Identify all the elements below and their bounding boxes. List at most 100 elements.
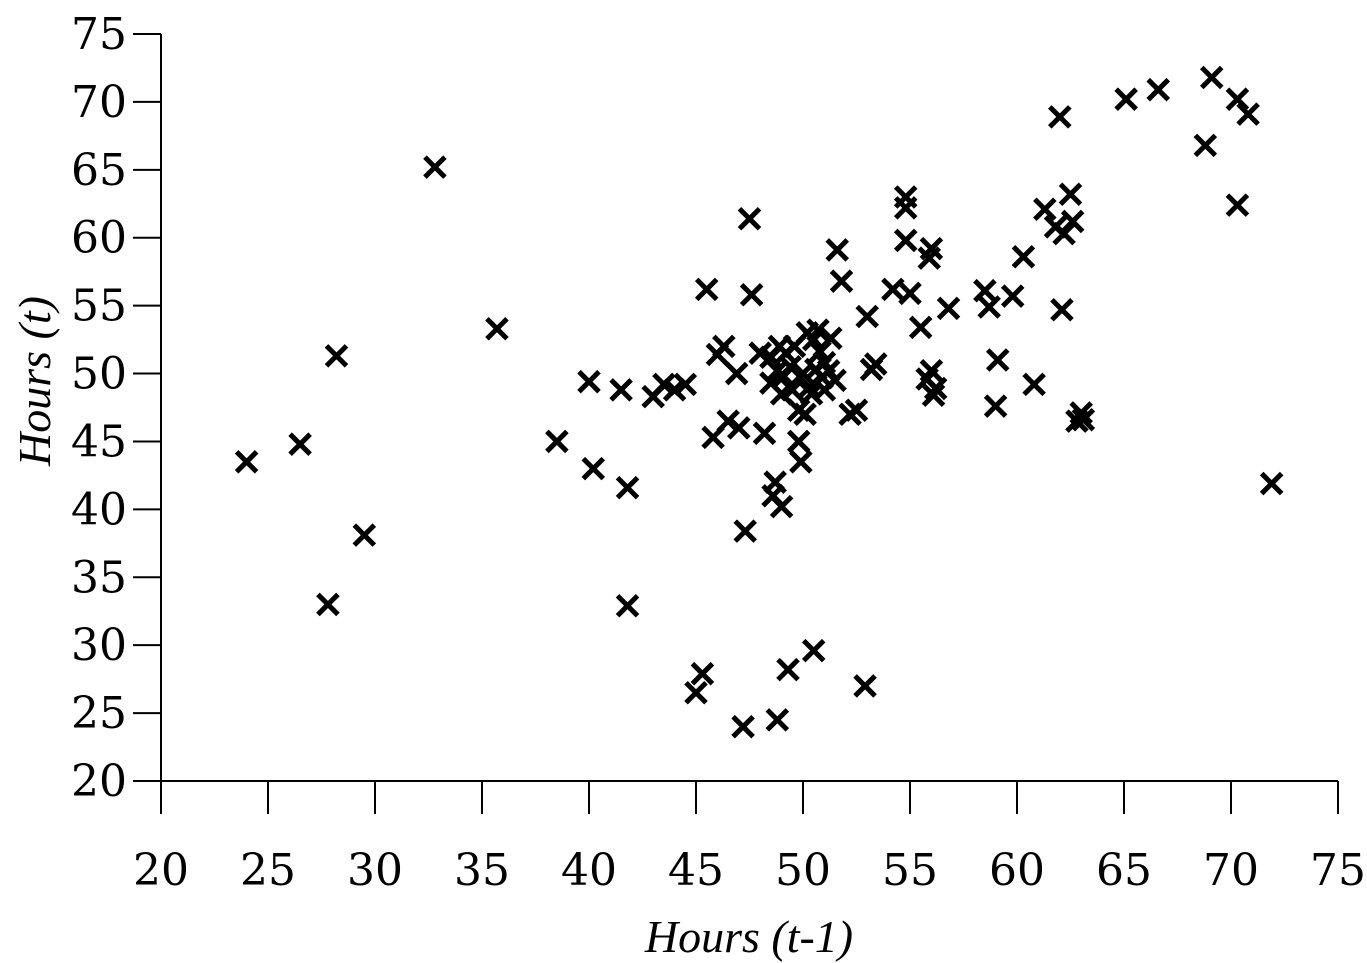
y-tick-label: 75 <box>71 9 127 60</box>
data-point <box>673 372 698 397</box>
data-point <box>724 361 749 386</box>
data-point <box>983 394 1008 418</box>
data-point <box>823 368 847 393</box>
data-point <box>731 714 755 739</box>
x-tick-label: 40 <box>561 845 617 896</box>
data-point <box>1114 87 1138 111</box>
data-point <box>1236 102 1260 126</box>
y-tick-label: 30 <box>71 620 127 671</box>
x-tick-label: 30 <box>347 845 403 896</box>
x-tick-label: 75 <box>1310 845 1366 896</box>
data-point <box>1071 407 1096 432</box>
data-point <box>881 277 905 302</box>
data-point <box>727 416 751 440</box>
data-point <box>324 344 349 368</box>
data-point <box>973 278 997 303</box>
data-point <box>1069 401 1093 425</box>
data-point <box>919 359 944 383</box>
data-point <box>793 402 817 427</box>
data-point <box>234 450 259 474</box>
axes <box>160 34 1338 782</box>
data-point <box>712 334 736 359</box>
x-tick-label: 55 <box>882 845 938 896</box>
data-point <box>1033 197 1057 221</box>
data-point <box>893 185 918 209</box>
y-tick-label: 35 <box>71 552 127 603</box>
data-points <box>234 65 1284 739</box>
data-point <box>893 228 918 253</box>
y-tick-label: 70 <box>71 77 127 128</box>
data-point <box>545 429 569 454</box>
data-point <box>577 369 601 394</box>
data-point <box>1048 105 1072 129</box>
data-point <box>1199 65 1224 90</box>
data-point <box>908 315 933 340</box>
data-point <box>1146 77 1171 102</box>
data-point <box>855 304 879 329</box>
data-point <box>765 708 790 732</box>
data-point <box>1225 193 1250 217</box>
x-tick-label: 65 <box>1096 845 1152 896</box>
data-point <box>1000 284 1025 308</box>
y-tick-label: 50 <box>71 349 127 400</box>
data-point <box>485 316 509 341</box>
y-ticks: 20 25 30 35 40 45 50 55 60 65 70 75 <box>71 9 161 807</box>
x-tick-label: 35 <box>454 845 510 896</box>
data-point <box>763 470 787 494</box>
data-point <box>806 318 830 342</box>
data-point <box>716 409 740 433</box>
x-tick-label: 25 <box>240 845 296 896</box>
data-point <box>288 432 312 456</box>
y-tick-label: 55 <box>71 281 127 332</box>
data-point <box>1225 87 1250 111</box>
data-point <box>829 269 854 293</box>
data-point <box>1050 297 1074 322</box>
y-tick-label: 60 <box>71 213 127 264</box>
y-axis-title: Hours (t) <box>9 296 60 467</box>
data-point <box>853 674 877 698</box>
data-point <box>739 283 764 307</box>
data-point <box>1058 182 1083 207</box>
data-point <box>609 378 633 402</box>
data-point <box>936 296 961 321</box>
data-point <box>786 429 811 454</box>
y-tick-label: 45 <box>71 416 127 467</box>
data-point <box>919 236 944 261</box>
data-point <box>799 382 824 406</box>
data-point <box>684 680 708 705</box>
data-point <box>1193 133 1218 158</box>
data-point <box>1259 471 1284 496</box>
data-point <box>977 295 1001 319</box>
data-point <box>737 206 762 231</box>
data-point <box>352 523 377 547</box>
y-tick-label: 25 <box>71 688 127 739</box>
data-point <box>1022 372 1046 397</box>
data-point <box>316 592 340 617</box>
x-tick-label: 45 <box>668 845 724 896</box>
data-point <box>615 594 640 618</box>
data-point <box>778 354 802 379</box>
x-tick-label: 20 <box>133 845 189 896</box>
y-tick-label: 20 <box>71 756 127 807</box>
data-point <box>801 638 826 663</box>
data-point <box>1060 209 1085 234</box>
x-tick-label: 60 <box>989 845 1045 896</box>
data-point <box>844 398 869 422</box>
data-point <box>825 238 850 262</box>
y-tick-label: 65 <box>71 145 127 196</box>
data-point <box>921 383 946 408</box>
data-point <box>769 494 794 519</box>
y-tick-label: 40 <box>71 484 127 535</box>
x-tick-label: 50 <box>775 845 831 896</box>
data-point <box>423 155 447 179</box>
data-point <box>819 326 843 351</box>
data-point <box>1011 244 1036 269</box>
data-point <box>776 657 800 682</box>
x-axis-title: Hours (t-1) <box>644 911 853 962</box>
data-point <box>923 376 948 401</box>
data-point <box>690 661 715 686</box>
data-point <box>615 475 640 500</box>
data-point <box>694 277 719 302</box>
data-point <box>898 281 922 306</box>
